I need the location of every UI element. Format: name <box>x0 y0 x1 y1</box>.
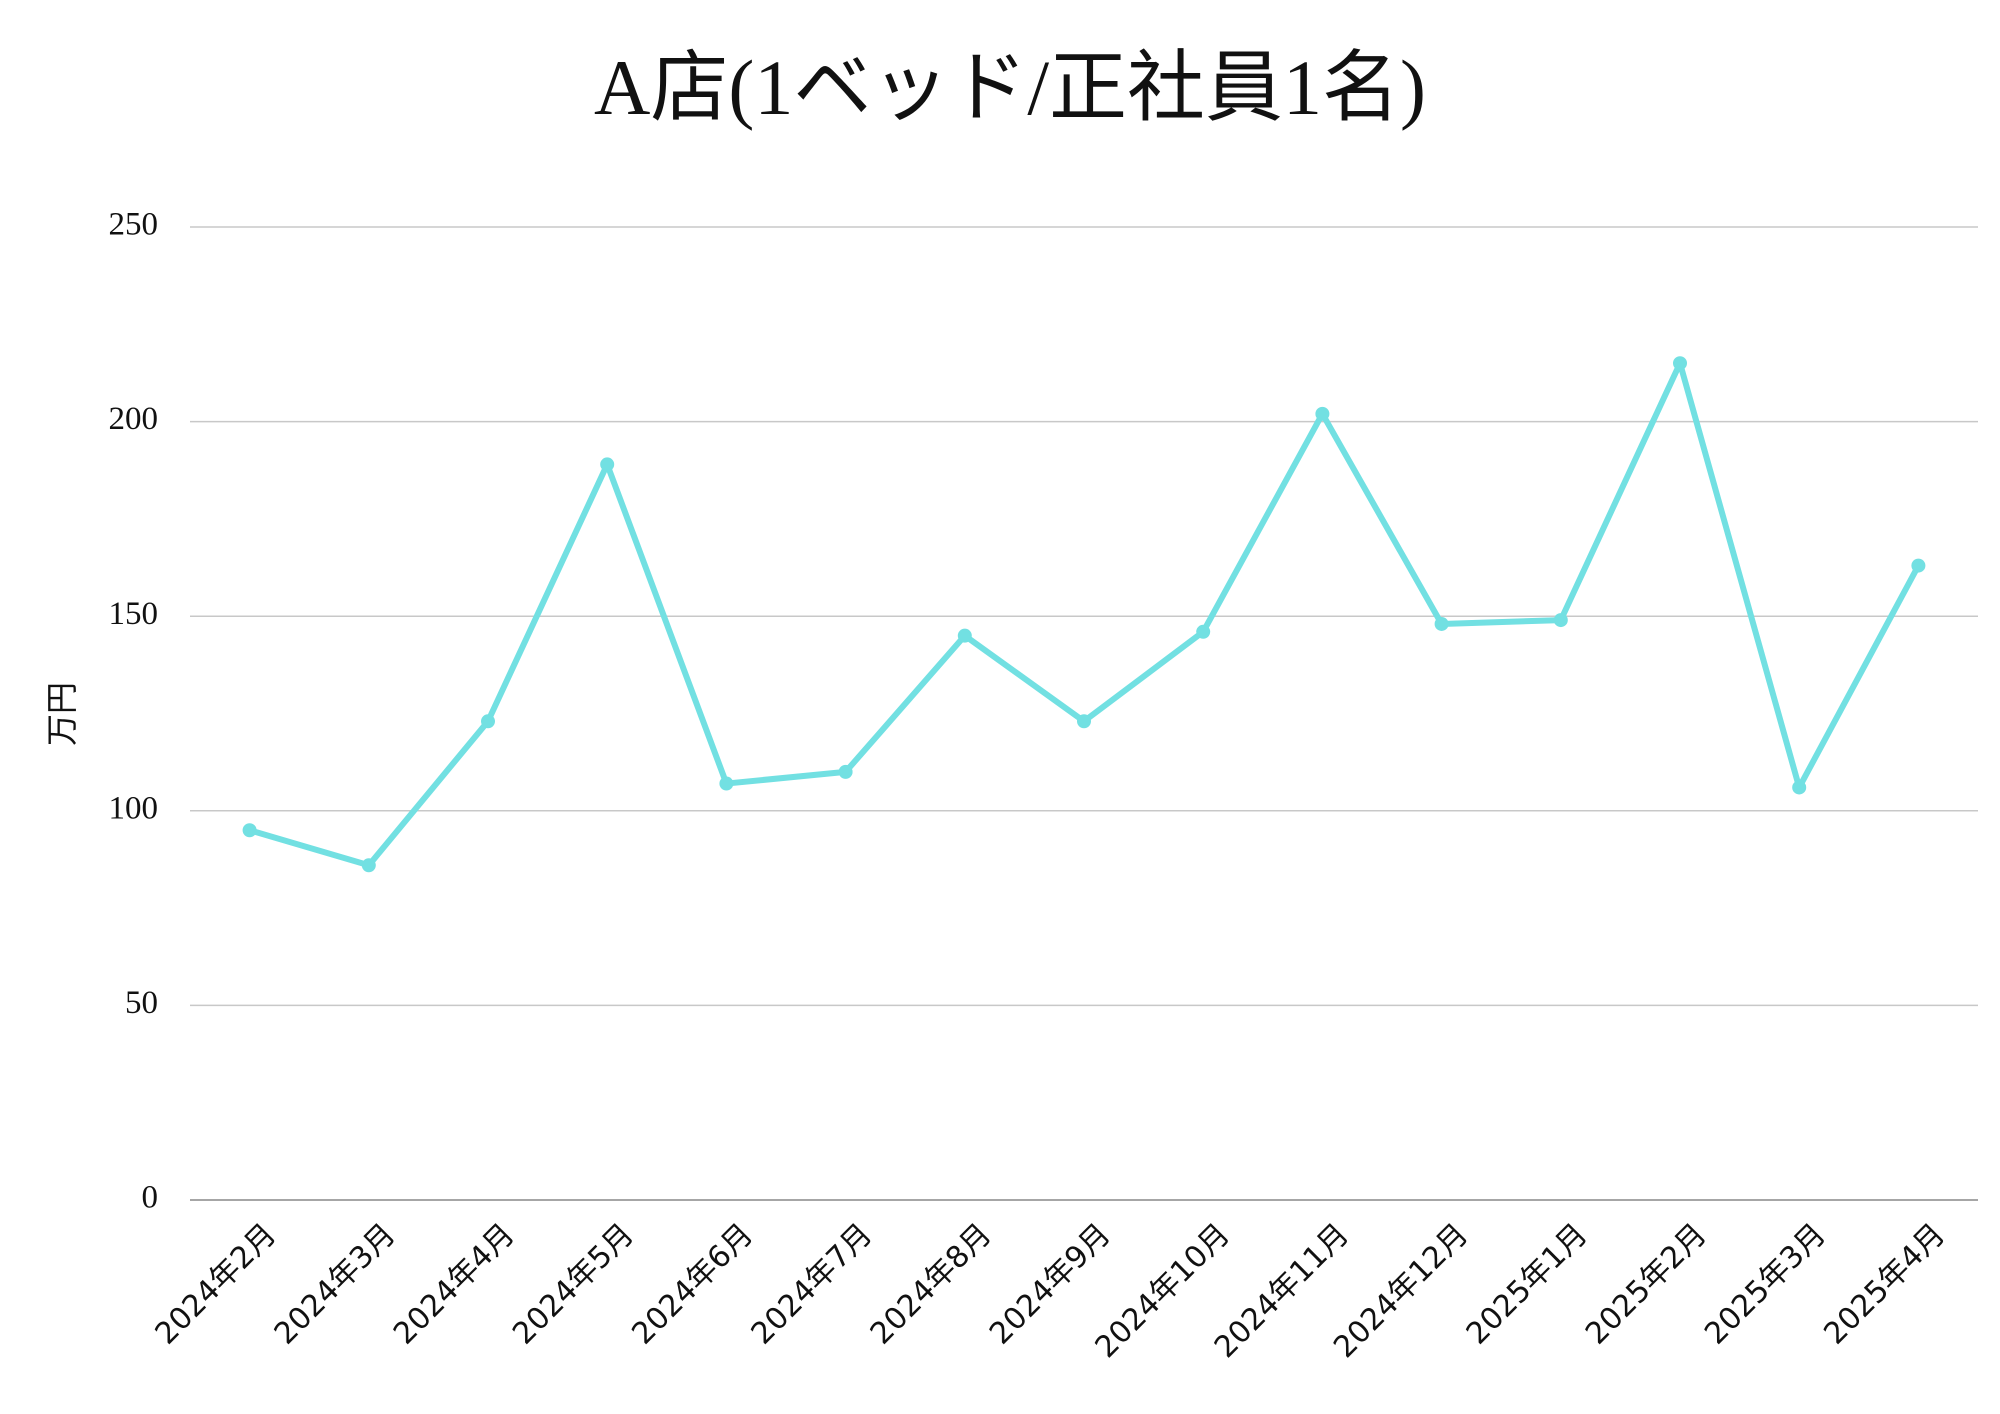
x-tick-label: 2024年5月 <box>506 1217 641 1352</box>
y-tick-label: 50 <box>125 985 158 1021</box>
point <box>1434 616 1449 631</box>
x-tick-label: 2024年2月 <box>149 1217 284 1352</box>
point <box>242 823 257 838</box>
point <box>600 457 615 472</box>
y-tick-label: 100 <box>109 790 159 826</box>
x-tick-label: 2024年8月 <box>864 1217 999 1352</box>
x-tick-label: 2024年4月 <box>387 1217 522 1352</box>
point <box>838 764 853 779</box>
y-tick-label: 250 <box>109 207 159 243</box>
point <box>1792 780 1807 795</box>
y-tick-label: 0 <box>142 1180 159 1216</box>
x-tick-label: 2024年7月 <box>745 1217 880 1352</box>
point <box>361 858 376 873</box>
x-tick-label: 2025年2月 <box>1579 1217 1714 1352</box>
point <box>957 628 972 643</box>
point <box>1911 558 1926 573</box>
x-tick-label: 2025年3月 <box>1698 1217 1833 1352</box>
point <box>1077 714 1091 729</box>
y-axis-label: 万円 <box>43 682 81 746</box>
point <box>719 776 734 791</box>
x-tick-label: 2024年6月 <box>625 1217 760 1352</box>
point <box>481 714 495 729</box>
line <box>248 360 1922 869</box>
point <box>1673 356 1687 371</box>
x-tick-label: 2025年4月 <box>1817 1217 1952 1352</box>
y-tick-label: 200 <box>109 401 159 437</box>
point <box>1315 406 1330 421</box>
point <box>1196 624 1211 639</box>
chart-title: A店(1ベッド/正社員1名) <box>594 44 1426 131</box>
point <box>1553 613 1568 628</box>
x-tick-label: 2024年3月 <box>268 1217 403 1352</box>
y-tick-label: 150 <box>109 596 159 632</box>
x-tick-label: 2025年1月 <box>1460 1217 1595 1352</box>
